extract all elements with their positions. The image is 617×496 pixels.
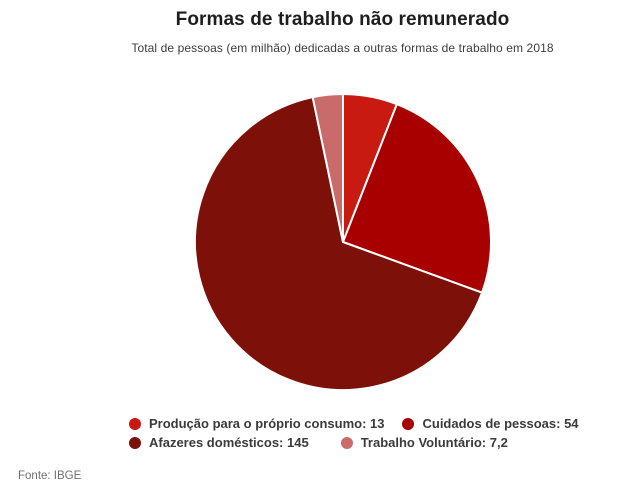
legend-label: Afazeres domésticos: 145 [149,435,309,450]
legend-label: Produção para o próprio consumo: 13 [149,416,385,431]
legend-row-2: Afazeres domésticos: 145 Trabalho Voluntá… [129,433,569,452]
pie-slice-2[interactable] [342,103,492,294]
chart-subtitle: Total de pessoas (em milhão) dedicadas a… [131,41,554,55]
pie-chart [193,93,492,391]
chart-title: Formas de trabalho não remunerado [175,9,510,30]
legend-row-1: Produção para o próprio consumo: 13 Cuida… [129,414,579,433]
source-note: Fonte: IBGE [18,470,82,482]
legend-marker-icon [129,417,141,430]
legend-marker-icon [129,436,141,449]
chart-legend: Produção para o próprio consumo: 13 Cuida… [129,414,579,452]
legend-item-4[interactable]: Trabalho Voluntário: 7,2 [340,435,508,450]
legend-label: Cuidados de pessoas: 54 [422,416,579,431]
legend-marker-icon [340,436,353,449]
pie-slice-3[interactable] [193,96,484,391]
legend-item-2[interactable]: Cuidados de pessoas: 54 [402,416,579,431]
pie-slice-4[interactable] [311,93,344,243]
legend-item-1[interactable]: Produção para o próprio consumo: 13 [129,416,384,431]
legend-label: Trabalho Voluntário: 7,2 [360,435,508,450]
legend-item-3[interactable]: Afazeres domésticos: 145 [129,435,309,450]
legend-marker-icon [402,417,415,430]
